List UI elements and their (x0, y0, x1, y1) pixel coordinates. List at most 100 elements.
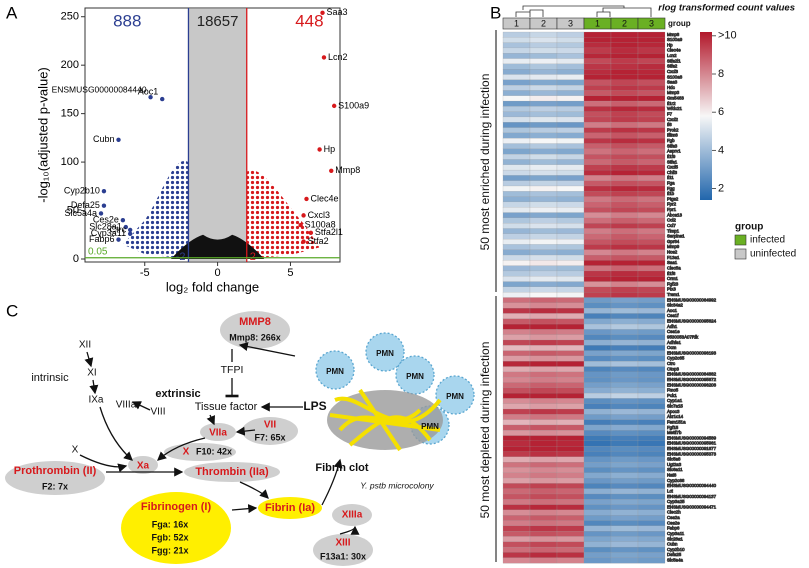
row-label: Slc34a2 (667, 303, 683, 308)
row-label: ENSMUSG00000096208 (667, 382, 717, 387)
heat-cell (502, 148, 531, 155)
heatmap: Mmp8S100a9HpClec4eLcn2Stfa2l1Stfa2Cxcl3S… (478, 3, 796, 564)
diagram-label: VIIa (209, 428, 227, 439)
heat-cell (502, 100, 531, 107)
heat-cell (610, 238, 639, 245)
point-label: Mmp8 (335, 165, 360, 175)
x-tick-label: 5 (287, 267, 293, 279)
heat-cell (583, 74, 612, 81)
y-tick-label: 150 (61, 108, 79, 120)
heat-cell (637, 191, 666, 198)
heat-cell (556, 414, 585, 421)
row-label: Saa3 (667, 80, 678, 85)
heat-cell (502, 185, 531, 192)
point (160, 96, 165, 102)
heat-cell (610, 334, 639, 341)
heat-cell (610, 265, 639, 272)
row-label: Ces1f (667, 313, 679, 318)
heat-cell (556, 504, 585, 511)
heat-cell (583, 318, 612, 325)
diagram-label: VIIIa (116, 400, 137, 411)
row-label: Chil3 (667, 170, 678, 175)
heat-cell (556, 552, 585, 559)
heat-cell (502, 228, 531, 235)
heat-cell (610, 159, 639, 166)
heat-cell (610, 31, 639, 38)
heat-cell (583, 493, 612, 500)
heat-cell (529, 116, 558, 123)
heat-cell (637, 95, 666, 102)
point (317, 147, 322, 152)
point (298, 222, 303, 228)
heat-cell (502, 350, 531, 357)
heat-cell (610, 382, 639, 389)
point-label: Cyp3a11 (91, 228, 126, 238)
heat-cell (502, 329, 531, 336)
heat-cell (529, 472, 558, 479)
heat-cell (637, 440, 666, 447)
heat-cell (583, 435, 612, 442)
node-bg (5, 461, 105, 495)
heat-cell (502, 260, 531, 267)
heat-cell (502, 467, 531, 474)
heat-cell (610, 504, 639, 511)
row-group-label: 50 most depleted during infection (478, 342, 492, 519)
diagram-label: Mmp8: 266x (229, 332, 281, 342)
diagram-label: F10: 42x (196, 446, 232, 456)
point (127, 231, 133, 236)
heat-cell (583, 100, 612, 107)
heat-cell (610, 546, 639, 553)
heat-cell (637, 79, 666, 86)
heat-cell (556, 90, 585, 97)
heat-cell (583, 414, 612, 421)
heat-cell (637, 408, 666, 415)
heat-cell (529, 483, 558, 490)
heat-cell (502, 143, 531, 150)
heat-cell (529, 382, 558, 389)
heat-cell (583, 164, 612, 171)
point (116, 237, 121, 242)
heat-cell (637, 196, 666, 203)
heat-cell (556, 392, 585, 399)
heat-cell (502, 138, 531, 144)
heat-cell (610, 233, 639, 240)
heat-cell (529, 403, 558, 410)
heat-cell (583, 339, 612, 346)
heat-cell (529, 79, 558, 86)
row-label: Cxcl5 (667, 165, 679, 170)
heat-cell (583, 520, 612, 527)
diagram-label: PMN (421, 422, 439, 431)
heat-cell (583, 440, 612, 447)
heat-cell (556, 159, 585, 166)
heat-cell (502, 456, 531, 463)
heat-cell (529, 451, 558, 458)
heat-cell (637, 228, 666, 235)
heat-cell (529, 329, 558, 336)
diagram-label: XIIIa (342, 510, 363, 521)
heat-cell (610, 477, 639, 484)
heat-cell (502, 531, 531, 537)
heat-cell (502, 217, 531, 224)
row-label: Ctrc (667, 361, 676, 366)
row-label: Serpine1 (667, 234, 685, 239)
heat-cell (502, 254, 531, 261)
heat-cell (556, 169, 585, 176)
heat-cell (502, 292, 531, 298)
heat-cell (529, 302, 558, 309)
heat-cell (502, 477, 531, 484)
column-label: 2 (541, 18, 546, 28)
heat-cell (610, 270, 639, 277)
heat-cell (529, 191, 558, 198)
heat-cell (529, 148, 558, 155)
heat-cell (529, 106, 558, 113)
arrow (157, 437, 206, 461)
heat-cell (529, 350, 558, 357)
heat-cell (529, 233, 558, 240)
heat-cell (637, 207, 666, 213)
heat-cell (529, 143, 558, 150)
heat-cell (583, 509, 612, 516)
x-axis-label: log₂ fold change (166, 279, 259, 294)
heat-cell (556, 323, 585, 330)
heat-cell (502, 201, 531, 208)
node-bg (121, 492, 231, 564)
